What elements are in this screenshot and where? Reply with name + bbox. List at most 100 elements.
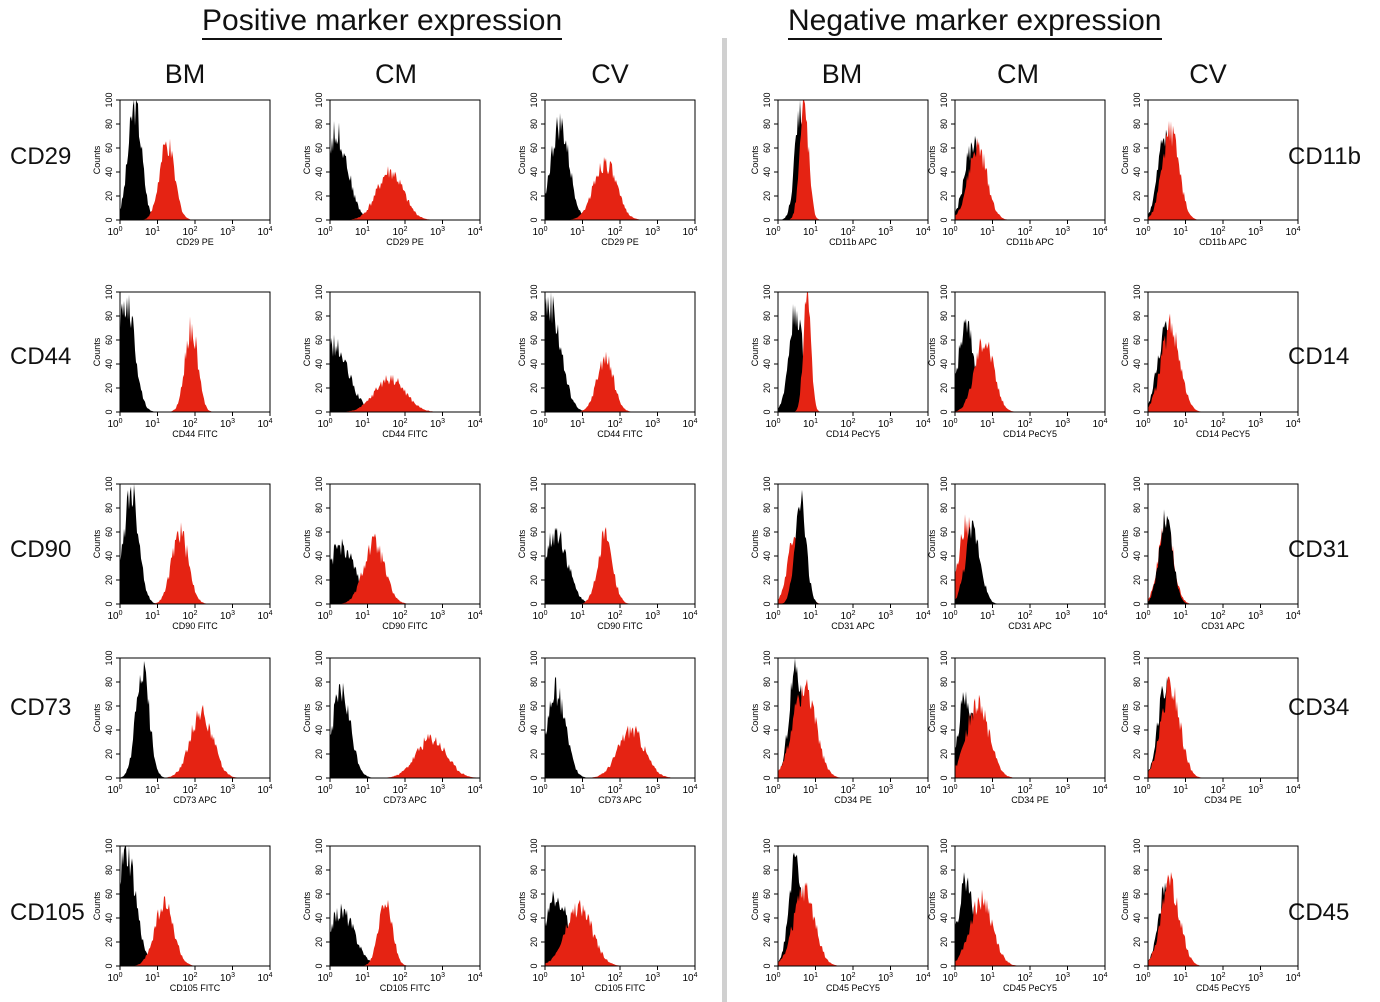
x-tick-label: 101 xyxy=(355,610,370,622)
x-tick-label: 104 xyxy=(1285,784,1300,796)
histogram-marker-series xyxy=(120,316,270,412)
histogram-control-series xyxy=(545,527,695,604)
x-tick-label: 101 xyxy=(145,972,160,984)
y-tick-label: 100 xyxy=(939,650,949,665)
y-tick-label: 40 xyxy=(529,551,539,561)
x-tick-label: 103 xyxy=(220,610,235,622)
y-tick-label: 100 xyxy=(939,92,949,107)
y-tick-label: 100 xyxy=(1132,284,1142,299)
histogram-marker-series xyxy=(330,533,480,604)
x-tick-label: 104 xyxy=(682,972,697,984)
y-tick-label: 60 xyxy=(939,701,949,711)
x-tick-label: 101 xyxy=(355,972,370,984)
y-tick-label: 20 xyxy=(762,191,772,201)
y-tick-label: 20 xyxy=(529,191,539,201)
y-tick-label: 100 xyxy=(529,650,539,665)
x-tick-label: 100 xyxy=(532,418,547,430)
y-tick-label: 40 xyxy=(762,551,772,561)
section-divider xyxy=(722,38,727,1002)
x-tick-label: 103 xyxy=(1248,418,1263,430)
histogram-marker-series xyxy=(955,694,1105,778)
y-axis-label: Counts xyxy=(750,703,760,732)
y-tick-label: 60 xyxy=(939,527,949,537)
y-tick-label: 80 xyxy=(762,311,772,321)
y-tick-label: 40 xyxy=(314,725,324,735)
y-tick-label: 20 xyxy=(1132,575,1142,585)
y-tick-label: 100 xyxy=(762,92,772,107)
y-tick-label: 20 xyxy=(104,383,114,393)
x-axis-label: CD105 FITC xyxy=(170,983,221,993)
x-tick-label: 103 xyxy=(645,610,660,622)
x-tick-label: 103 xyxy=(220,972,235,984)
y-tick-label: 40 xyxy=(314,359,324,369)
histogram-control-series xyxy=(330,334,480,412)
histogram-marker-series xyxy=(778,292,928,412)
y-axis-label: Counts xyxy=(927,703,937,732)
y-axis-label: Counts xyxy=(92,529,102,558)
histogram-marker-series xyxy=(1148,120,1298,220)
y-axis-label: Counts xyxy=(92,703,102,732)
y-tick-label: 20 xyxy=(1132,937,1142,947)
y-tick-label: 20 xyxy=(762,575,772,585)
y-tick-label: 60 xyxy=(314,143,324,153)
y-tick-label: 20 xyxy=(939,191,949,201)
col-header-pos-cv: CV xyxy=(591,59,629,89)
row-label-cd44: CD44 xyxy=(10,343,72,370)
y-tick-label: 100 xyxy=(762,476,772,491)
x-axis-label: CD29 PE xyxy=(176,237,214,247)
x-tick-label: 103 xyxy=(645,418,660,430)
x-tick-label: 103 xyxy=(645,784,660,796)
y-axis-label: Counts xyxy=(302,337,312,366)
x-tick-label: 104 xyxy=(682,784,697,796)
histogram-marker-series xyxy=(120,896,270,966)
y-tick-label: 80 xyxy=(314,503,324,513)
x-tick-label: 103 xyxy=(220,226,235,238)
x-tick-label: 103 xyxy=(878,610,893,622)
y-tick-label: 40 xyxy=(529,913,539,923)
y-tick-label: 80 xyxy=(939,677,949,687)
x-tick-label: 100 xyxy=(317,226,332,238)
histogram-marker-series xyxy=(955,338,1105,412)
x-tick-label: 103 xyxy=(1055,610,1070,622)
x-tick-label: 100 xyxy=(317,972,332,984)
x-tick-label: 103 xyxy=(1248,972,1263,984)
x-tick-label: 100 xyxy=(1135,972,1150,984)
x-tick-label: 100 xyxy=(1135,226,1150,238)
y-tick-label: 100 xyxy=(529,92,539,107)
y-tick-label: 60 xyxy=(104,143,114,153)
y-tick-label: 0 xyxy=(529,775,539,780)
y-tick-label: 60 xyxy=(104,889,114,899)
y-axis-label: Counts xyxy=(517,529,527,558)
x-tick-label: 104 xyxy=(1092,226,1107,238)
y-tick-label: 100 xyxy=(762,284,772,299)
y-tick-label: 40 xyxy=(762,359,772,369)
row-label-cd11b: CD11b xyxy=(1288,143,1361,170)
row-label-cd90: CD90 xyxy=(10,536,72,563)
y-tick-label: 40 xyxy=(939,725,949,735)
x-tick-label: 104 xyxy=(467,226,482,238)
x-tick-label: 101 xyxy=(570,610,585,622)
y-tick-label: 100 xyxy=(104,476,114,491)
y-tick-label: 0 xyxy=(104,601,114,606)
x-tick-label: 100 xyxy=(532,972,547,984)
histogram-control-series xyxy=(1148,509,1298,604)
histogram-marker-series xyxy=(330,374,480,412)
y-tick-label: 80 xyxy=(529,311,539,321)
row-label-cd73: CD73 xyxy=(10,694,72,721)
y-tick-label: 20 xyxy=(529,383,539,393)
y-tick-label: 40 xyxy=(1132,725,1142,735)
x-tick-label: 104 xyxy=(257,784,272,796)
histogram-control-series xyxy=(545,292,695,412)
y-tick-label: 20 xyxy=(1132,191,1142,201)
x-tick-label: 101 xyxy=(980,226,995,238)
x-axis-label: CD45 PeCY5 xyxy=(1196,983,1250,993)
x-tick-label: 101 xyxy=(145,610,160,622)
x-axis-label: CD31 APC xyxy=(1008,621,1052,631)
y-tick-label: 100 xyxy=(314,838,324,853)
y-tick-label: 0 xyxy=(104,217,114,222)
y-tick-label: 40 xyxy=(104,725,114,735)
x-axis-label: CD14 PeCY5 xyxy=(826,429,880,439)
